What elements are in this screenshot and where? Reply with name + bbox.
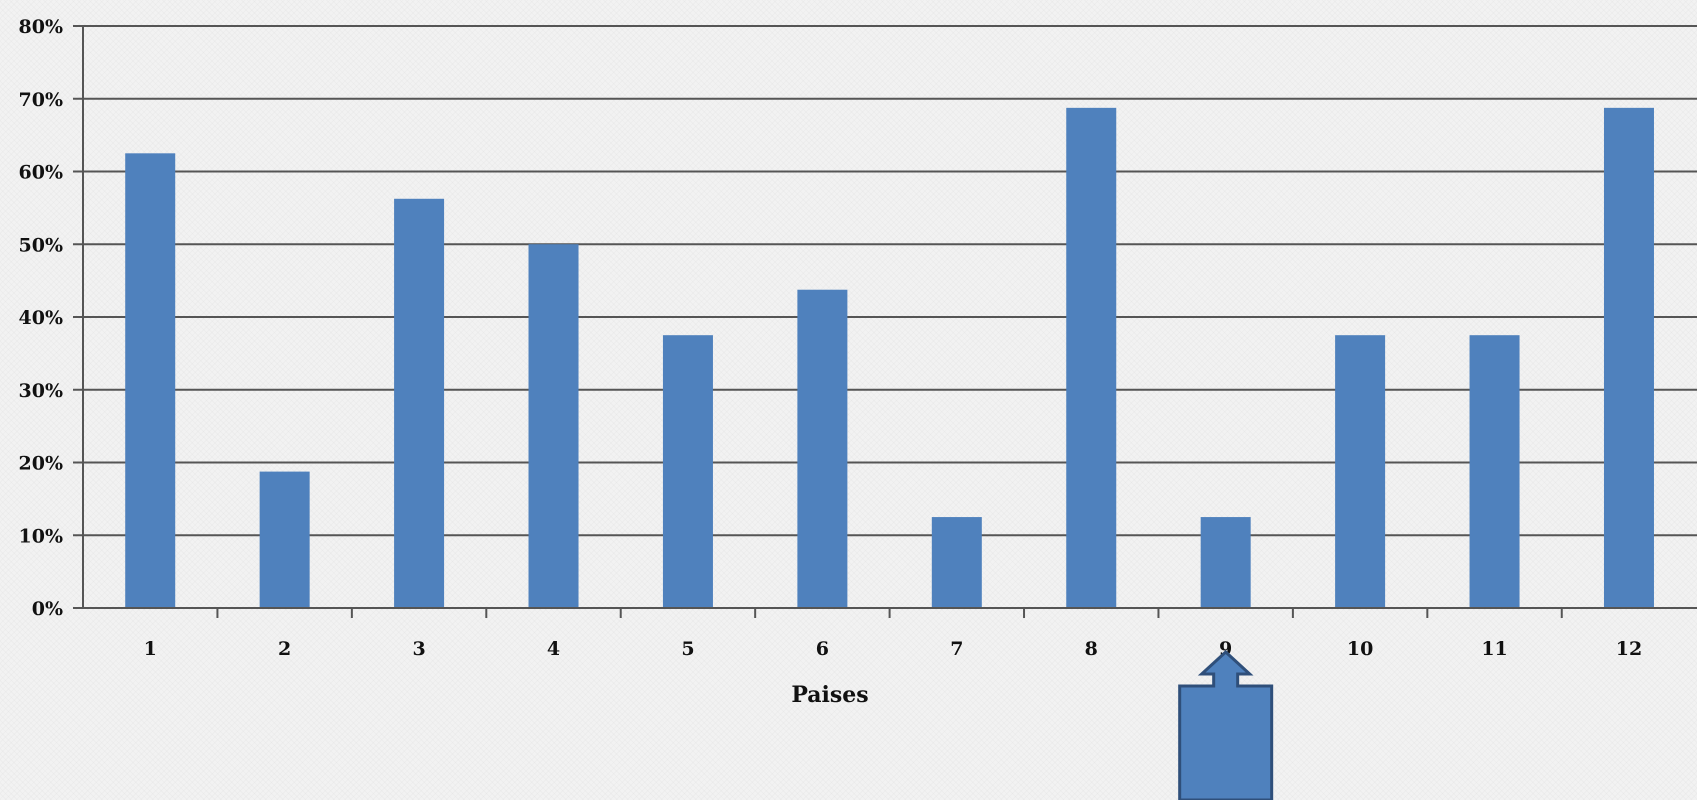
bar-3 bbox=[394, 198, 445, 608]
bar-11 bbox=[1469, 335, 1520, 608]
bar-4 bbox=[528, 244, 579, 608]
y-tick-labels: 0% 10% 20% 30% 40% 50% 60% 70% 80% bbox=[19, 16, 64, 620]
x-tick-label: 10 bbox=[1347, 638, 1373, 660]
up-arrow-callout bbox=[1178, 649, 1274, 800]
x-tick-label: 2 bbox=[278, 638, 291, 660]
bars bbox=[125, 107, 1654, 608]
bar-10 bbox=[1335, 335, 1386, 608]
x-tick-label: 8 bbox=[1085, 638, 1098, 660]
x-tick-label: 4 bbox=[547, 638, 560, 660]
y-tick-label: 40% bbox=[19, 307, 64, 329]
y-tick-label: 0% bbox=[32, 598, 63, 620]
bar-12 bbox=[1603, 107, 1654, 608]
y-tick-label: 20% bbox=[19, 453, 64, 475]
x-tick-label: 6 bbox=[816, 638, 829, 660]
x-tick-label: 1 bbox=[144, 638, 157, 660]
bar-9 bbox=[1200, 517, 1251, 608]
y-tick-label: 50% bbox=[19, 234, 64, 256]
up-arrow-icon bbox=[1178, 649, 1274, 800]
y-tick-label: 10% bbox=[19, 525, 64, 547]
bar-8 bbox=[1066, 107, 1117, 608]
x-axis-title: Paises bbox=[791, 682, 868, 708]
x-tick-label: 12 bbox=[1616, 638, 1642, 660]
bar-5 bbox=[662, 335, 713, 608]
x-tick-label: 3 bbox=[412, 638, 425, 660]
x-tick-label: 11 bbox=[1481, 638, 1507, 660]
axes bbox=[73, 25, 1697, 618]
bar-6 bbox=[797, 289, 848, 608]
x-tick-label: 5 bbox=[681, 638, 694, 660]
gridlines bbox=[83, 25, 1697, 537]
x-tick-labels: 1 2 3 4 5 6 7 8 9 10 11 12 bbox=[144, 638, 1643, 660]
bar-7 bbox=[931, 517, 982, 608]
y-tick-label: 60% bbox=[19, 162, 64, 184]
y-tick-label: 30% bbox=[19, 380, 64, 402]
bar-1 bbox=[125, 153, 176, 608]
y-tick-label: 80% bbox=[19, 16, 64, 38]
y-tick-label: 70% bbox=[19, 89, 64, 111]
bar-2 bbox=[259, 471, 310, 608]
x-tick-label: 7 bbox=[950, 638, 963, 660]
